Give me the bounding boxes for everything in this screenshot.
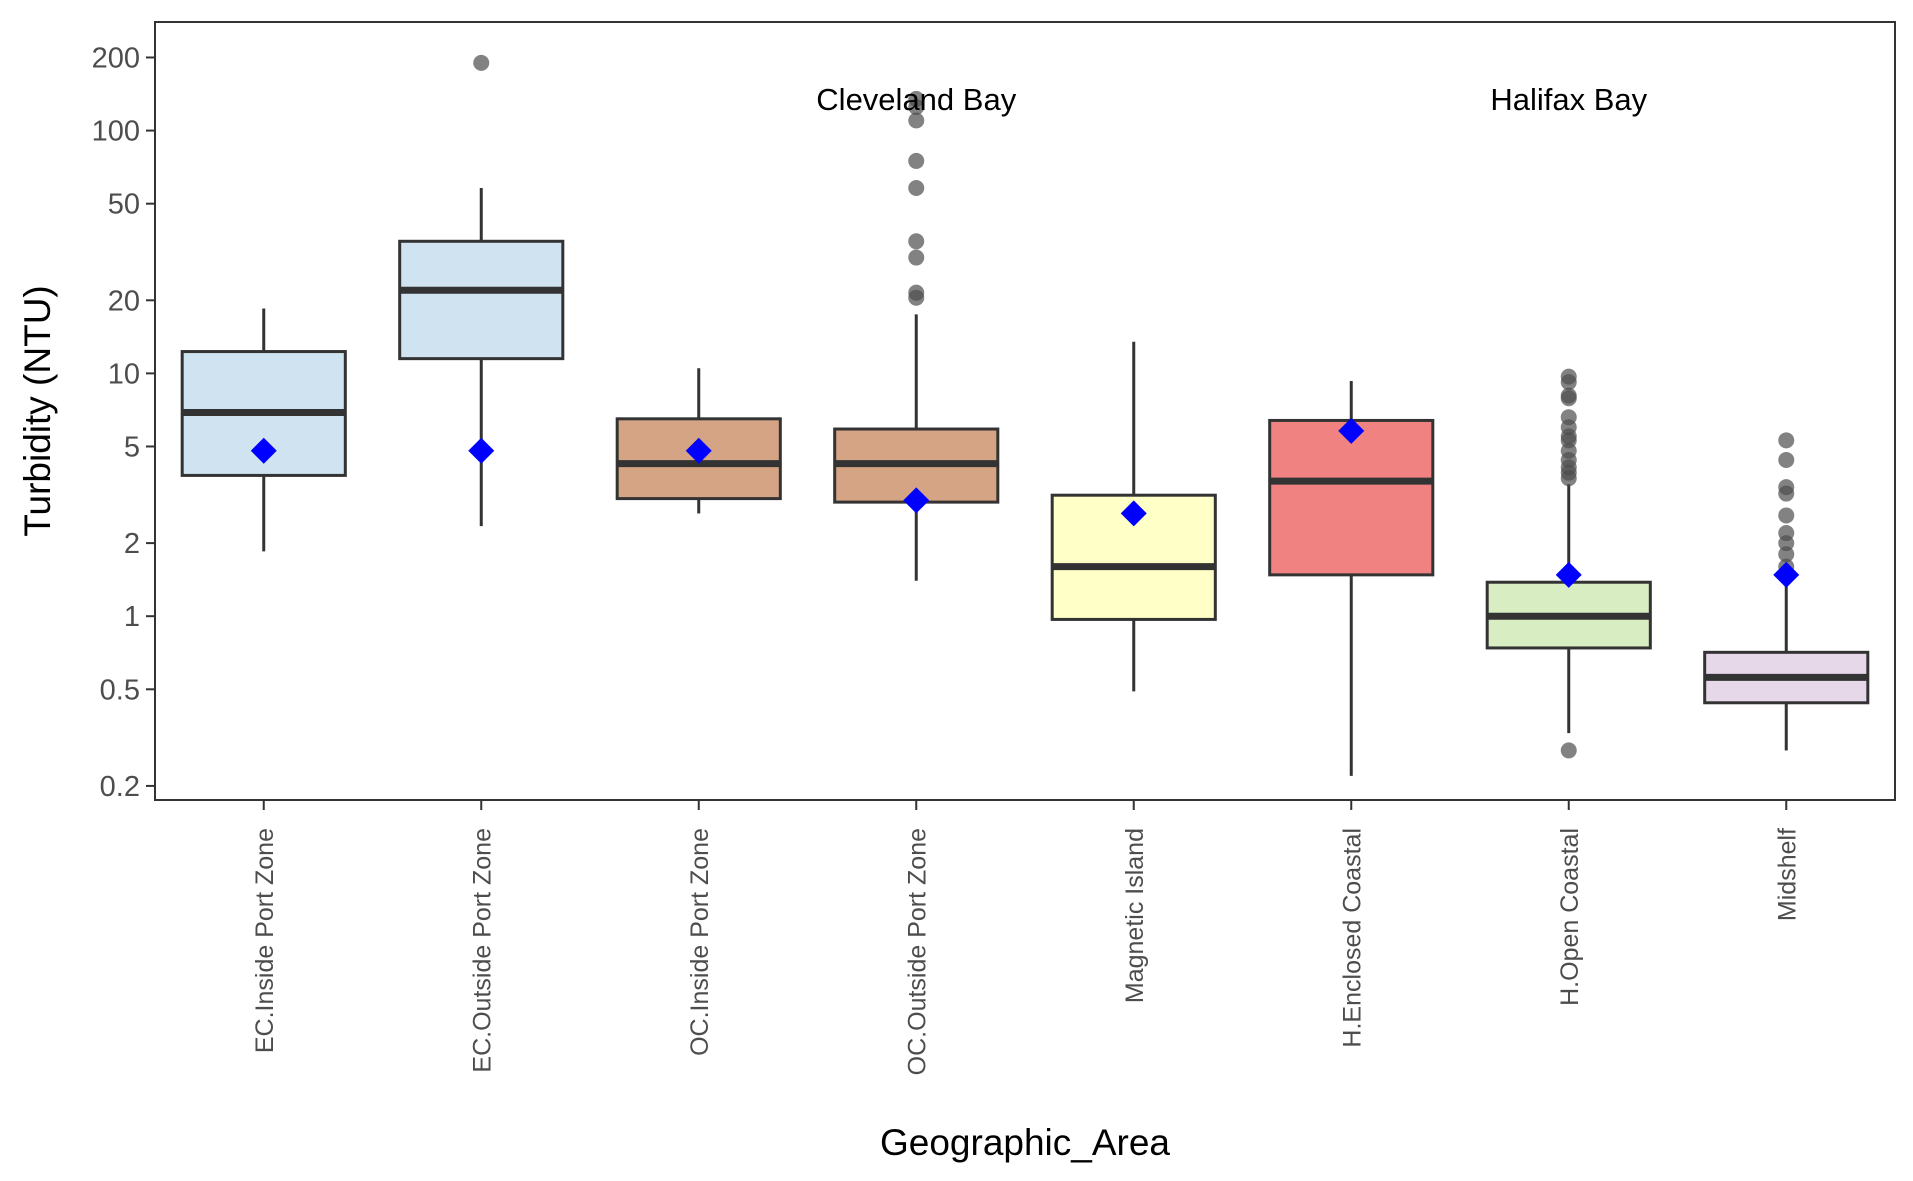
mean-marker <box>1773 561 1800 588</box>
y-tick-label: 100 <box>92 116 140 148</box>
box-group <box>1703 432 1870 751</box>
x-axis: EC.Inside Port Zone EC.Outside Port Zone O… <box>251 800 1801 1075</box>
mean-marker <box>1555 561 1582 588</box>
outlier-point <box>1560 387 1577 404</box>
mean-marker <box>1338 417 1365 444</box>
outlier-point <box>908 284 925 301</box>
x-tick-label: EC.Inside Port Zone <box>251 828 279 1053</box>
x-tick-label: H.Open Coastal <box>1556 828 1584 1006</box>
y-axis-title: Turbidity (NTU) <box>17 285 58 536</box>
y-tick-label: 1 <box>124 601 140 633</box>
boxes <box>180 54 1870 776</box>
outlier-point <box>1560 368 1577 385</box>
y-tick-label: 50 <box>108 189 140 221</box>
mean-marker <box>1120 500 1147 527</box>
outlier-point <box>908 233 925 250</box>
box-group <box>180 308 347 552</box>
x-tick-label: OC.Outside Port Zone <box>903 828 931 1075</box>
outlier-point <box>908 152 925 169</box>
outlier-point <box>1560 742 1577 759</box>
outlier-point <box>908 249 925 266</box>
annotations: Cleveland Bay Halifax Bay <box>816 82 1647 117</box>
y-tick-label: 5 <box>124 431 140 463</box>
y-tick-label: 10 <box>108 358 140 390</box>
outlier-point <box>908 90 925 107</box>
y-tick-label: 0.2 <box>100 771 140 803</box>
y-tick-label: 0.5 <box>100 674 140 706</box>
outlier-point <box>1778 451 1795 468</box>
plot-panel <box>154 21 1896 801</box>
box-group <box>615 368 782 514</box>
y-tick-label: 2 <box>124 528 140 560</box>
mean-marker <box>468 437 495 464</box>
mean-marker <box>250 437 277 464</box>
outlier-point <box>908 112 925 129</box>
box-group <box>1268 381 1435 776</box>
mean-marker <box>685 437 712 464</box>
box-group <box>1050 341 1217 692</box>
annotation-cleveland-bay: Cleveland Bay <box>816 82 1016 117</box>
mean-marker <box>903 487 930 514</box>
outlier-point <box>1560 409 1577 426</box>
outlier-point <box>1778 479 1795 496</box>
x-tick-label: Midshelf <box>1773 828 1801 921</box>
outlier-point <box>908 180 925 197</box>
annotation-halifax-bay: Halifax Bay <box>1490 82 1647 117</box>
outlier-point <box>1778 525 1795 542</box>
y-tick-label: 20 <box>108 285 140 317</box>
x-tick-label: Magnetic Island <box>1121 828 1149 1003</box>
x-tick-label: EC.Outside Port Zone <box>468 828 496 1073</box>
box-group <box>833 90 1000 581</box>
outlier-point <box>1778 546 1795 563</box>
y-axis: 0.2 0.5 1 2 5 10 20 50 100 200 <box>92 42 155 803</box>
outlier-point <box>1778 507 1795 524</box>
outlier-point <box>473 54 490 71</box>
box-group <box>1485 368 1652 759</box>
x-axis-title: Geographic_Area <box>880 1122 1170 1163</box>
y-tick-label: 200 <box>92 42 140 74</box>
box-group <box>398 54 565 527</box>
box-iqr <box>398 239 565 361</box>
x-tick-label: H.Enclosed Coastal <box>1338 828 1366 1048</box>
outlier-point <box>1778 432 1795 449</box>
x-tick-label: OC.Inside Port Zone <box>686 828 714 1056</box>
